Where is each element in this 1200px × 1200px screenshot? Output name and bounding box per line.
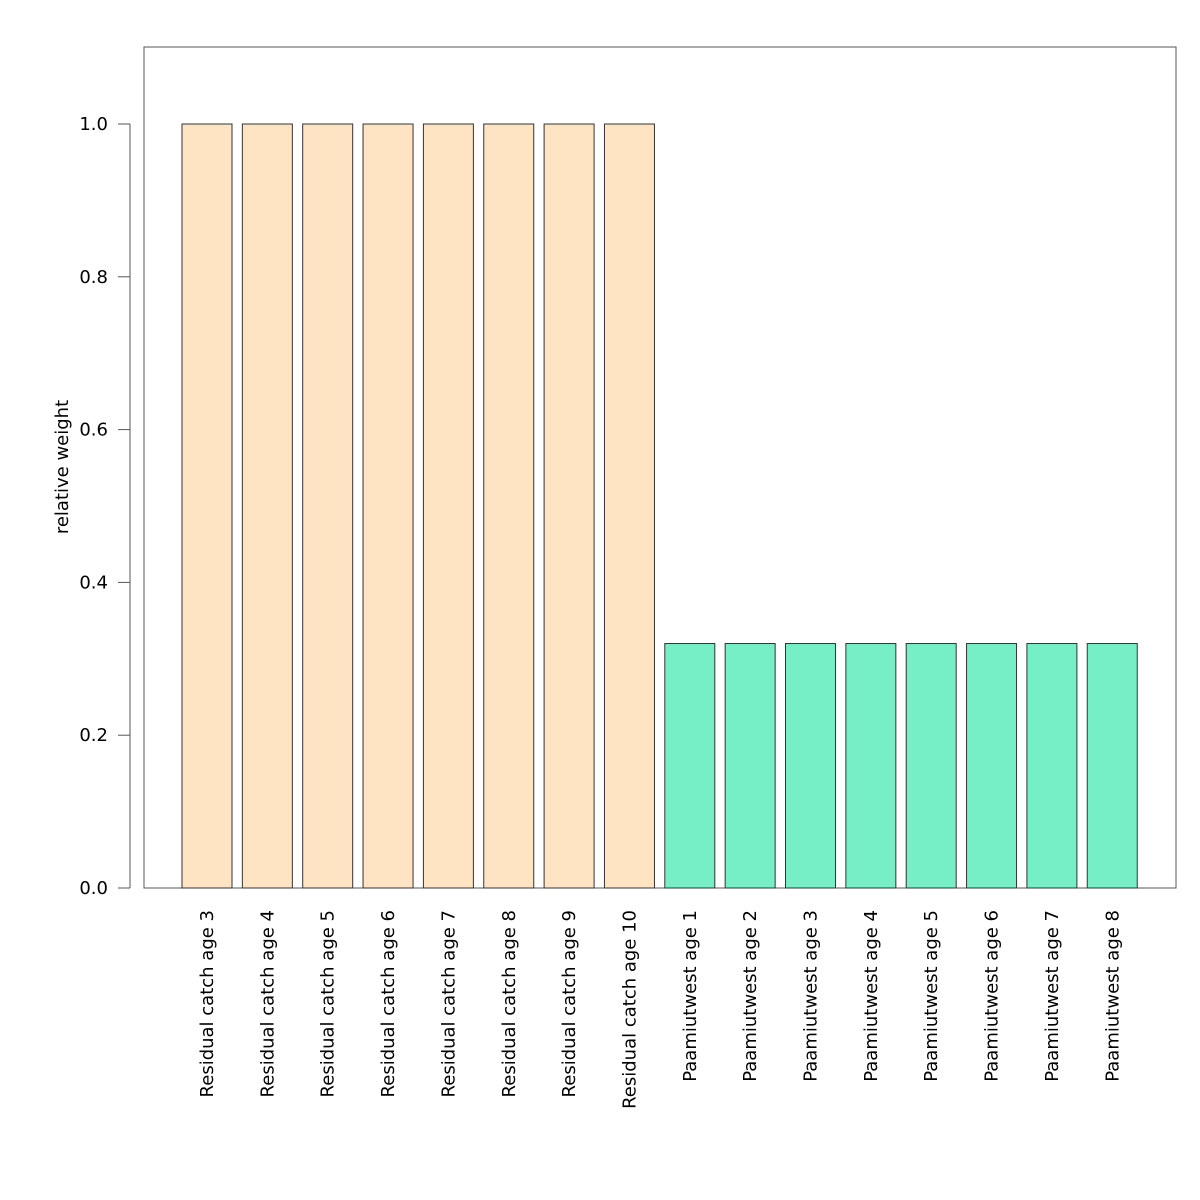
bar: [362, 123, 414, 889]
bar: [905, 643, 957, 889]
bars: [181, 123, 1138, 889]
y-tick-label: 0.2: [79, 725, 108, 746]
y-ticks: 0.0 0.2 0.4 0.6 0.8 1.0: [79, 114, 130, 899]
category-label: Residual catch age 10: [619, 910, 640, 1109]
category-label: Paamiutwest age 3: [801, 910, 822, 1082]
y-tick-label: 0.6: [79, 420, 108, 441]
bar: [483, 123, 535, 889]
category-label: Paamiutwest age 6: [982, 910, 1003, 1082]
category-label: Paamiutwest age 4: [861, 910, 882, 1082]
category-label: Residual catch age 4: [257, 910, 278, 1097]
y-tick-label: 1.0: [79, 114, 108, 135]
category-label: Residual catch age 3: [197, 910, 218, 1097]
bar: [1026, 643, 1078, 889]
bar: [422, 123, 474, 889]
category-label: Residual catch age 7: [438, 910, 459, 1097]
bar: [724, 643, 776, 889]
plot-frame: [143, 46, 1177, 889]
bar: [845, 643, 897, 889]
y-tick-label: 0.0: [79, 878, 108, 899]
y-tick-label: 0.4: [79, 572, 108, 593]
y-axis-label: relative weight: [52, 400, 73, 534]
category-label: Paamiutwest age 1: [680, 910, 701, 1082]
bar: [664, 643, 716, 889]
category-labels: Residual catch age 3 Residual catch age 4…: [197, 910, 1123, 1109]
bar: [302, 123, 354, 889]
bar: [785, 643, 836, 889]
bar: [181, 123, 233, 889]
category-label: Residual catch age 9: [559, 910, 580, 1097]
bar: [1086, 643, 1138, 889]
bar: [241, 123, 293, 889]
bar: [966, 643, 1018, 889]
category-label: Paamiutwest age 7: [1042, 910, 1063, 1082]
category-label: Paamiutwest age 5: [921, 910, 942, 1082]
bar: [603, 123, 655, 889]
bar: [543, 123, 595, 889]
category-label: Paamiutwest age 2: [740, 910, 761, 1082]
category-label: Residual catch age 5: [318, 910, 339, 1097]
category-label: Residual catch age 6: [378, 910, 399, 1097]
y-tick-label: 0.8: [79, 267, 108, 288]
category-label: Paamiutwest age 8: [1102, 910, 1123, 1082]
category-label: Residual catch age 8: [499, 910, 520, 1097]
